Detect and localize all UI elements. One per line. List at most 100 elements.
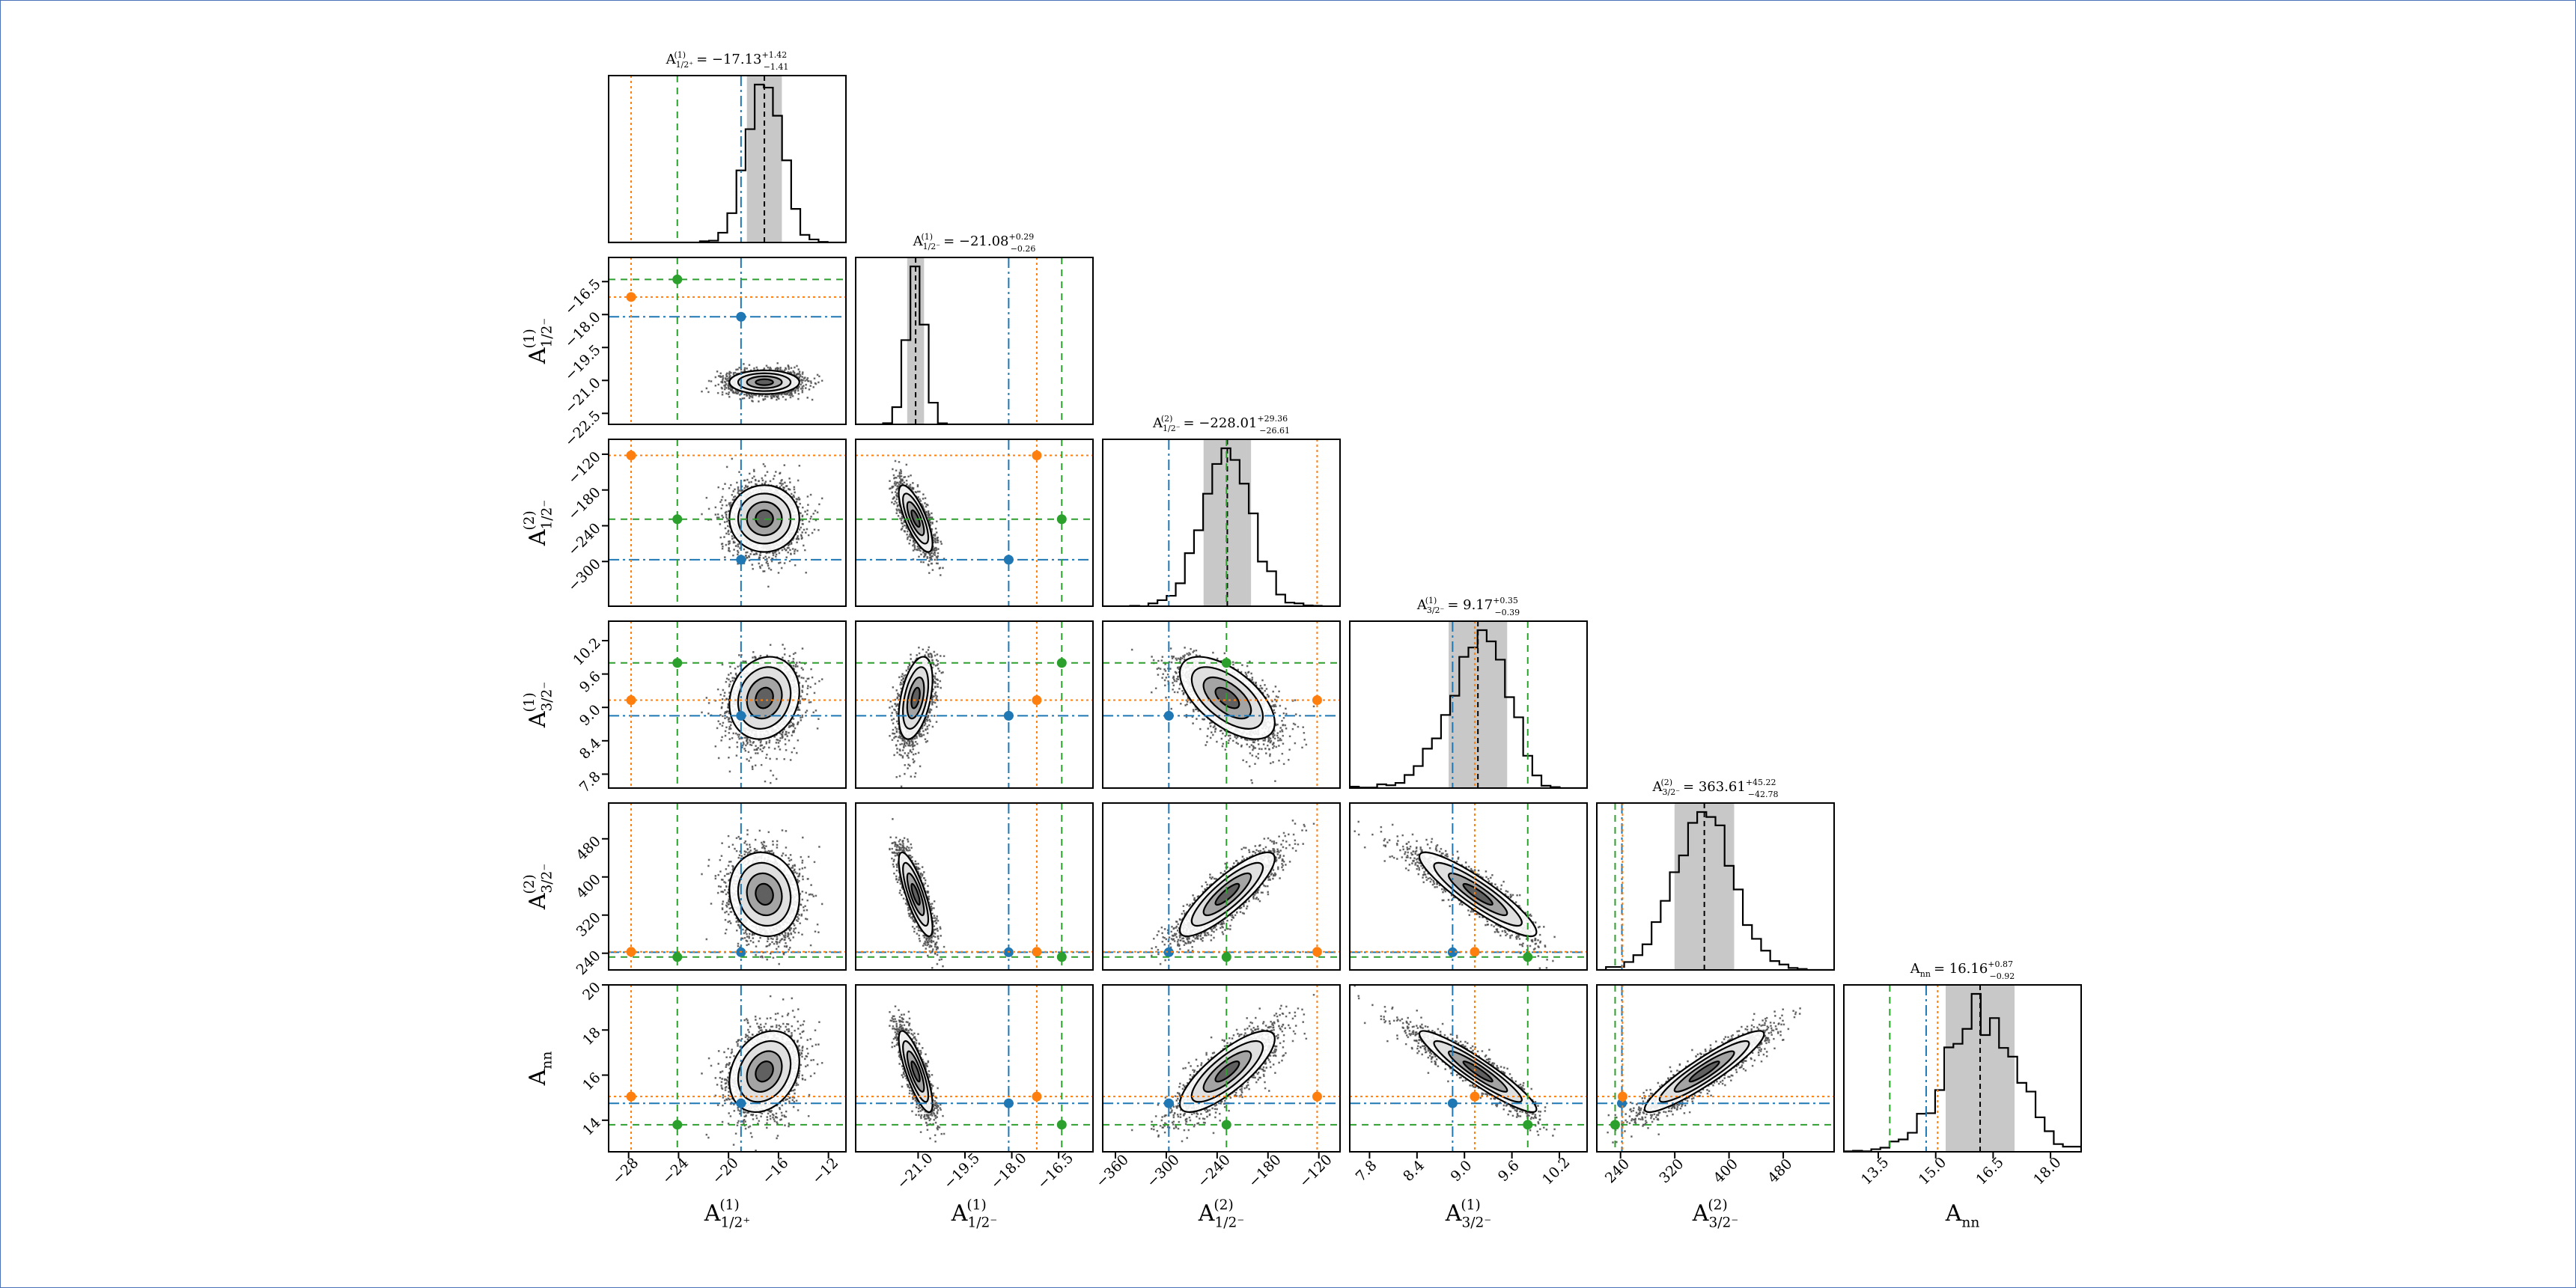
x-axis-label-A1_12m: A1/2⁻(1) [951,1197,997,1230]
reference-point-green [1056,1120,1067,1130]
x-axis-label-A1_12p: A1/2⁺(1) [704,1197,750,1230]
x-tick-label: 9.6 [1495,1157,1523,1185]
reference-point-blue [1003,710,1014,721]
density-contour-4 [910,686,921,709]
density-contour-4 [1688,1060,1720,1083]
histogram-line [856,265,1093,424]
histogram-line [1597,811,1834,970]
y-tick-label: −19.5 [561,342,604,385]
reference-point-green [1523,952,1533,962]
panel-frame [1349,620,1588,789]
histogram-line [1844,992,2081,1152]
y-tick-label: 14 [579,1114,604,1139]
panel-frame [608,257,847,425]
scatter-panel-A2_12m-vs-A1_12p: −120−180−240−300 A1/2⁻(2) [522,439,847,607]
x-tick-label: −18.0 [987,1150,1030,1192]
panel-frame [855,257,1094,425]
panel-frame [1102,439,1341,607]
reference-point-orange [626,947,636,957]
panel-frame [608,620,847,789]
reference-point-orange [1470,1091,1480,1102]
reference-point-orange [1032,1091,1042,1102]
reference-point-orange [626,451,636,461]
x-axis-label-A1_32m: A3/2⁻(1) [1445,1197,1491,1230]
x-tick-label: 240 [1602,1156,1633,1186]
scatter-panel-Ann-vs-A2_12m: −360 −300 −240 −180 −120 A1/2⁻(2) [1093,984,1341,1230]
reference-point-green [1056,514,1067,525]
panel-frame [855,802,1094,971]
histogram-line [1350,629,1587,788]
x-tick-label: −24 [659,1155,692,1188]
panel-frame [1843,984,2082,1153]
x-tick-label: 7.8 [1353,1157,1380,1185]
panel-content [609,803,846,970]
reference-point-orange [1032,451,1042,461]
x-axis-label-A2_12m: A1/2⁻(2) [1198,1197,1244,1230]
scatter-panel-A1_32m-vs-A2_12m [1102,620,1341,789]
reference-point-blue [1163,710,1174,721]
reference-point-orange [1312,695,1322,706]
reference-point-green [1221,658,1231,668]
y-axis-label-A1_12m: A1/2⁻(1) [522,318,555,364]
x-tick-label: −120 [1296,1152,1335,1191]
y-tick-label: 20 [579,979,604,1004]
x-tick-label: −16 [759,1155,792,1188]
panel-content [609,985,846,1152]
y-tick-label: 8.4 [576,735,604,763]
y-tick-label: −18.0 [561,309,604,352]
reference-point-green [672,658,683,668]
x-tick-label: 13.5 [1858,1154,1892,1188]
density-contour-4 [1214,686,1240,709]
y-tick-label: −300 [564,555,603,594]
density-contour-4 [755,686,774,709]
panel-content [856,803,1093,970]
panel-content [1844,985,2081,1152]
reference-point-green [1056,952,1067,962]
histogram-panel-A1_12m: A1/2⁻(1) = −21.08+0.29 −0.26 [855,232,1094,425]
panel-content [609,76,846,242]
y-tick-label: −180 [564,484,603,523]
y-tick-label: 9.0 [576,701,604,729]
y-axis-label-group: Ann [525,1052,555,1087]
reference-point-green [672,274,683,284]
y-tick-label: −240 [564,520,603,559]
x-tick-label: −360 [1093,1152,1132,1191]
histogram-panel-Ann: Ann = 16.16+0.87 −0.92 13.5 15.0 16.5 18.0 Ann [1843,959,2082,1230]
panel-frame [1102,802,1341,971]
scatter-panel-A1_32m-vs-A1_12m [855,620,1094,789]
panel-content [856,985,1093,1152]
reference-point-orange [626,695,636,706]
reference-point-orange [1617,1091,1627,1102]
panel-frame [1596,802,1835,971]
x-tick-label: −12 [809,1155,841,1188]
panel-content [856,621,1093,788]
reference-point-orange [626,292,636,302]
reference-point-blue [1447,947,1458,957]
density-contour-4 [910,1060,921,1083]
panel-content [1597,985,1834,1152]
y-tick-label: 240 [573,947,604,978]
scatter-panel-A2_32m-vs-A1_12m [855,802,1094,971]
scatter-panel-Ann-vs-A1_32m: 7.8 8.4 9.0 9.6 10.2 A3/2⁻(1) [1349,984,1588,1230]
density-contour-4 [755,1060,774,1083]
x-tick-label: −240 [1194,1152,1233,1191]
panel-title-A1_12m: A1/2⁻(1) = −21.08+0.29 −0.26 [913,232,1036,254]
x-tick-label: −21.0 [894,1150,937,1192]
panel-content [1103,985,1340,1152]
panel-content [1350,621,1587,788]
density-contour-4 [755,882,774,906]
panel-content [1597,803,1834,970]
reference-point-green [672,952,683,962]
scatter-panel-A2_32m-vs-A2_12m [1102,802,1341,971]
x-tick-label: 480 [1764,1156,1795,1186]
y-tick-label: 320 [573,909,604,940]
x-tick-label: −28 [609,1155,642,1188]
reference-point-green [672,514,683,525]
scatter-panel-A2_12m-vs-A1_12m [855,439,1094,607]
scatter-panel-A2_32m-vs-A1_32m [1349,802,1588,971]
panel-title-A2_12m: A1/2⁻(2) = −228.01+29.36 −26.61 [1152,414,1290,436]
histogram-panel-A1_32m: A3/2⁻(1) = 9.17+0.35 −0.39 [1349,596,1588,789]
x-tick-label: −300 [1143,1152,1182,1191]
reference-point-blue [736,710,746,721]
histogram-panel-A1_12p: A1/2⁺(1) = −17.13+1.42 −1.41 [608,50,847,243]
